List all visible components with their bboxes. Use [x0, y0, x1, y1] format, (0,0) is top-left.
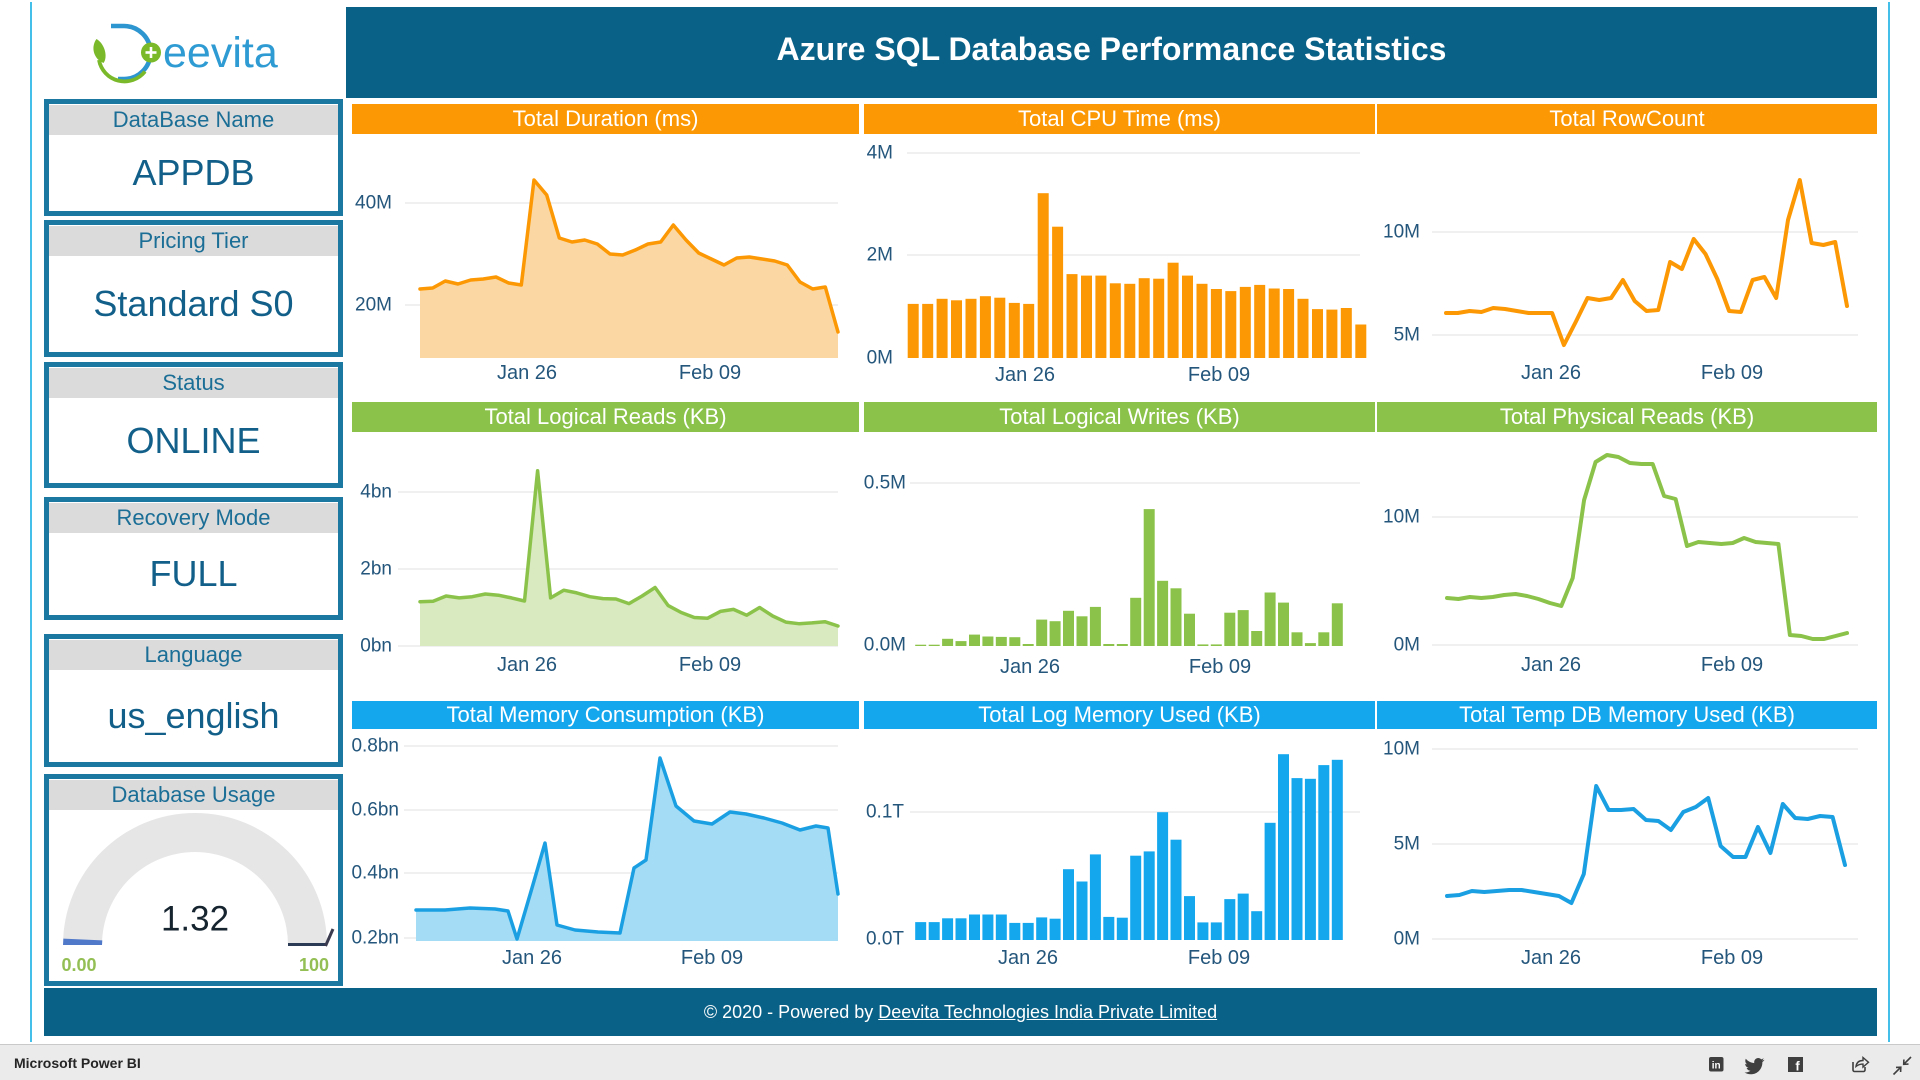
svg-text:1.32: 1.32	[161, 900, 229, 939]
svg-text:4bn: 4bn	[360, 482, 392, 503]
svg-text:eevita: eevita	[163, 29, 278, 77]
svg-text:4M: 4M	[867, 143, 893, 164]
svg-text:0.1T: 0.1T	[866, 802, 904, 823]
svg-text:0.5M: 0.5M	[864, 473, 906, 494]
svg-text:Feb 09: Feb 09	[1188, 947, 1250, 969]
svg-text:0bn: 0bn	[360, 636, 392, 657]
svg-text:Jan 26: Jan 26	[995, 364, 1055, 386]
svg-text:Feb 09: Feb 09	[679, 362, 741, 384]
svg-text:0M: 0M	[867, 348, 893, 369]
svg-text:40M: 40M	[355, 193, 392, 214]
svg-text:Feb 09: Feb 09	[681, 947, 743, 969]
svg-text:Jan 26: Jan 26	[1521, 654, 1581, 676]
svg-text:0.2bn: 0.2bn	[351, 928, 399, 949]
svg-text:0.0T: 0.0T	[866, 929, 904, 950]
svg-text:2bn: 2bn	[360, 559, 392, 580]
svg-text:0.8bn: 0.8bn	[351, 736, 399, 757]
svg-text:2M: 2M	[867, 245, 893, 266]
svg-text:in: in	[1712, 1061, 1721, 1072]
svg-text:Jan 26: Jan 26	[1521, 362, 1581, 384]
svg-text:Jan 26: Jan 26	[497, 362, 557, 384]
svg-text:Feb 09: Feb 09	[1188, 364, 1250, 386]
svg-text:10M: 10M	[1383, 222, 1420, 243]
svg-text:0M: 0M	[1394, 635, 1420, 656]
svg-text:Jan 26: Jan 26	[497, 654, 557, 676]
svg-text:Feb 09: Feb 09	[1701, 362, 1763, 384]
svg-text:10M: 10M	[1383, 507, 1420, 528]
svg-text:0M: 0M	[1394, 929, 1420, 950]
svg-text:Feb 09: Feb 09	[1701, 654, 1763, 676]
svg-text:Feb 09: Feb 09	[1701, 947, 1763, 969]
svg-text:f: f	[1795, 1059, 1800, 1074]
svg-text:Jan 26: Jan 26	[502, 947, 562, 969]
svg-text:Feb 09: Feb 09	[1189, 656, 1251, 678]
svg-text:Jan 26: Jan 26	[1521, 947, 1581, 969]
svg-text:10M: 10M	[1383, 739, 1420, 760]
svg-text:20M: 20M	[355, 295, 392, 316]
svg-text:0.00: 0.00	[61, 955, 96, 975]
svg-text:Feb 09: Feb 09	[679, 654, 741, 676]
svg-text:0.4bn: 0.4bn	[351, 863, 399, 884]
svg-text:100: 100	[299, 955, 329, 975]
svg-text:5M: 5M	[1394, 325, 1420, 346]
svg-text:5M: 5M	[1394, 834, 1420, 855]
svg-text:Jan 26: Jan 26	[1000, 656, 1060, 678]
svg-text:Jan 26: Jan 26	[998, 947, 1058, 969]
svg-text:0.0M: 0.0M	[864, 635, 906, 656]
svg-text:0.6bn: 0.6bn	[351, 800, 399, 821]
